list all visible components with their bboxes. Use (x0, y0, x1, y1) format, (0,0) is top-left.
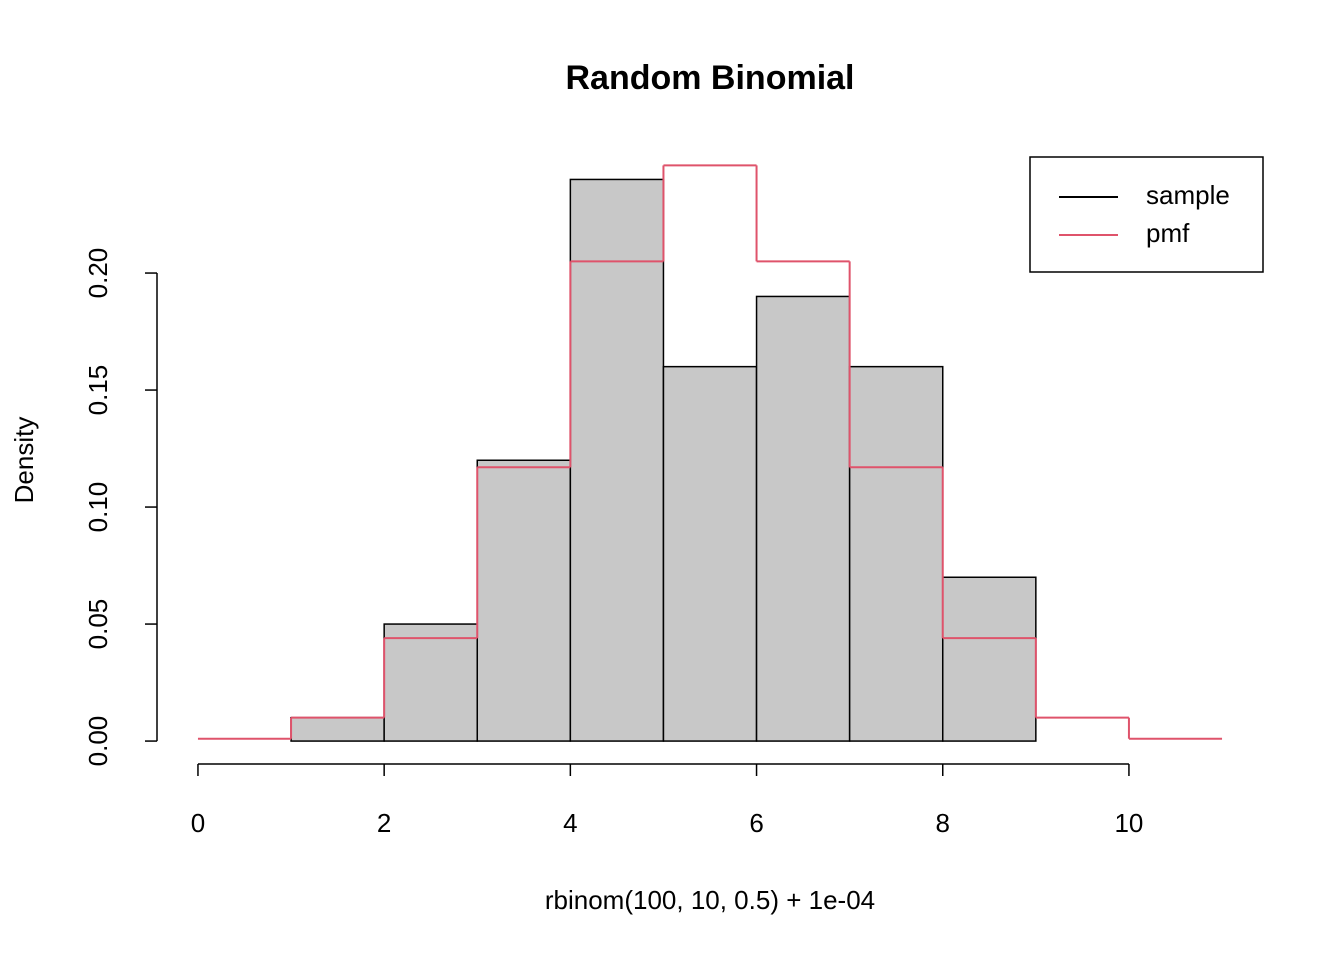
x-tick-label: 4 (563, 808, 577, 838)
x-tick-label: 6 (749, 808, 763, 838)
x-tick-label: 10 (1114, 808, 1143, 838)
x-tick-label: 8 (936, 808, 950, 838)
y-tick-label: 0.20 (83, 248, 113, 299)
x-tick-label: 2 (377, 808, 391, 838)
x-tick-label: 0 (191, 808, 205, 838)
legend-label: pmf (1146, 218, 1190, 248)
histogram-bar (290, 716, 385, 742)
y-axis-label: Density (9, 417, 39, 504)
histogram-bar (662, 365, 758, 742)
histogram-bar (755, 295, 851, 742)
legend-label: sample (1146, 180, 1230, 210)
histogram-bar (848, 365, 944, 742)
y-tick-label: 0.05 (83, 599, 113, 650)
y-tick-label: 0.10 (83, 482, 113, 533)
histogram-bar (941, 576, 1037, 742)
chart-title: Random Binomial (565, 59, 854, 97)
histogram-bar (569, 178, 665, 742)
y-tick-label: 0.15 (83, 365, 113, 416)
y-tick-label: 0.00 (83, 716, 113, 767)
legend-box (1029, 156, 1264, 273)
histogram-bar (383, 623, 479, 742)
histogram-bar (476, 459, 572, 742)
x-axis-label: rbinom(100, 10, 0.5) + 1e-04 (545, 885, 875, 915)
